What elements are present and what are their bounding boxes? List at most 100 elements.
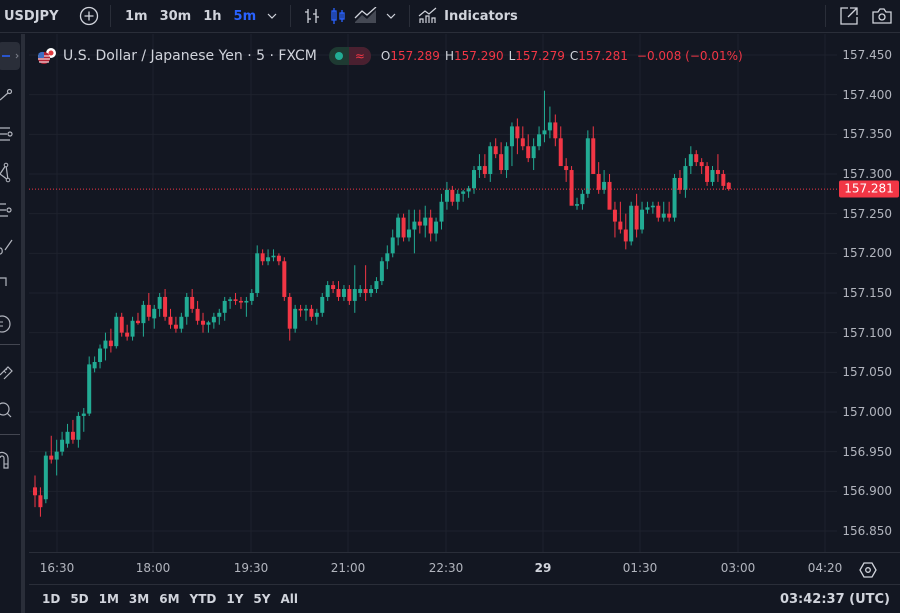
range-1y[interactable]: 1Y — [226, 592, 244, 606]
time-tick-label: 19:30 — [233, 561, 269, 575]
time-tick-label: 22:30 — [428, 561, 464, 575]
price-tick-label: 157.450 — [842, 48, 892, 62]
fib-tool[interactable] — [0, 124, 22, 146]
fib-retracement-icon — [0, 127, 13, 141]
chevron-down-icon — [386, 13, 396, 19]
price-tick-label: 157.350 — [842, 127, 892, 142]
range-5d[interactable]: 5D — [70, 592, 89, 606]
utc-clock[interactable]: 03:42:37 (UTC) — [779, 591, 890, 607]
toolbar-divider — [0, 434, 20, 435]
delayed-data-icon: ≈ — [348, 47, 371, 65]
low-label: L — [508, 49, 516, 63]
price-tick-label: 157.300 — [842, 166, 892, 181]
range-ytd[interactable]: YTD — [189, 592, 217, 606]
ruler-icon — [0, 366, 13, 380]
low-value: 157.279 — [515, 49, 565, 63]
range-1m[interactable]: 1M — [98, 592, 119, 606]
range-1d[interactable]: 1D — [42, 592, 61, 606]
trend-line-tool[interactable] — [0, 84, 22, 106]
open-in-popup-button[interactable] — [834, 3, 864, 29]
timeframe-5m[interactable]: 5m — [233, 8, 257, 24]
toolbar-divider — [825, 5, 826, 27]
prediction-tool[interactable] — [0, 200, 22, 222]
timeframe-30m[interactable]: 30m — [159, 8, 192, 24]
price-tick-label: 157.100 — [842, 325, 892, 340]
prediction-icon — [0, 203, 12, 217]
magnet-tool[interactable] — [0, 450, 22, 472]
price-tick-label: 156.850 — [842, 523, 892, 538]
price-tick-label: 157.000 — [842, 404, 892, 419]
open-external-icon — [840, 7, 858, 25]
drawing-toolbar — [0, 34, 25, 613]
cursor-icon — [2, 53, 19, 59]
trend-line-icon — [0, 88, 13, 101]
indicators-label: Indicators — [444, 8, 518, 24]
range-all[interactable]: All — [280, 592, 298, 606]
area-chart-icon — [354, 7, 377, 23]
pattern-icon — [0, 162, 11, 183]
smile-icon — [0, 315, 11, 333]
close-value: 157.281 — [578, 49, 628, 63]
timeframe-dropdown[interactable] — [262, 3, 282, 29]
gear-icon — [859, 562, 877, 578]
brush-tool[interactable] — [0, 238, 22, 260]
zoom-icon — [0, 402, 12, 418]
range-6m[interactable]: 6M — [159, 592, 180, 606]
emoji-tool[interactable] — [0, 313, 22, 335]
price-axis[interactable]: 157.450 157.400 157.350 157.300 157.250 157.2… — [837, 34, 900, 552]
chart-legend: U.S. Dollar / Japanese Yen · 5 · FXCM ≈ … — [37, 44, 743, 68]
camera-icon — [872, 8, 892, 24]
measure-tool[interactable] — [0, 360, 22, 382]
open-label: O — [380, 49, 391, 63]
text-tool[interactable] — [0, 272, 22, 294]
market-open-indicator — [329, 47, 349, 65]
toolbar-divider — [0, 344, 20, 345]
plus-circle-icon — [79, 6, 99, 26]
ohlc-values: O157.289 H157.290 L157.279 C157.281 −0.0… — [381, 49, 743, 63]
market-status-pill[interactable]: ≈ — [328, 47, 371, 65]
timeframe-1h[interactable]: 1h — [203, 8, 222, 24]
time-tick-label: 04:20 — [807, 561, 843, 575]
close-label: C — [569, 49, 579, 63]
bottom-toolbar: 1D 5D 1M 3M 6M YTD 1Y 5Y All 03:42:37 (U… — [29, 584, 900, 613]
time-tick-label: 29 — [534, 561, 552, 575]
chart-settings-button[interactable] — [859, 561, 877, 579]
top-toolbar: USDJPY 1m 30m 1h 5m Indicators — [0, 0, 900, 33]
price-tick-label: 157.400 — [842, 87, 892, 102]
add-symbol-button[interactable] — [76, 3, 102, 29]
time-tick-label: 03:00 — [720, 561, 756, 575]
candle-style-button[interactable] — [325, 3, 351, 29]
symbol-title[interactable]: U.S. Dollar / Japanese Yen · 5 · FXCM — [63, 48, 317, 64]
high-value: 157.290 — [453, 49, 504, 63]
area-style-button[interactable] — [351, 3, 381, 29]
time-axis[interactable]: 16:30 18:00 19:30 21:00 22:30 29 01:30 03:00 04:… — [29, 552, 900, 584]
last-price-label: 157.281 — [839, 180, 899, 198]
crosshair-tool[interactable] — [0, 42, 20, 70]
bar-style-button[interactable] — [299, 3, 325, 29]
price-tick-label: 156.900 — [842, 484, 892, 499]
price-tick-label: 157.150 — [842, 285, 892, 300]
toolbar-divider — [290, 5, 292, 27]
indicators-button[interactable]: Indicators — [418, 3, 518, 29]
time-tick-label: 01:30 — [622, 561, 658, 575]
zoom-tool[interactable] — [0, 400, 22, 422]
price-tick-label: 157.050 — [842, 365, 892, 380]
chart-pane[interactable] — [29, 34, 837, 552]
time-tick-label: 21:00 — [330, 561, 366, 575]
symbol-search-button[interactable]: USDJPY — [4, 8, 59, 24]
bars-icon — [305, 9, 320, 23]
usd-jpy-flag-icon — [38, 48, 56, 64]
price-tick-label: 157.200 — [842, 246, 892, 261]
high-label: H — [444, 49, 454, 63]
change-value: −0.008 (−0.01%) — [636, 49, 743, 63]
range-3m[interactable]: 3M — [128, 592, 150, 606]
chart-type-dropdown[interactable] — [381, 3, 401, 29]
indicators-icon — [418, 7, 437, 23]
snapshot-button[interactable] — [864, 3, 900, 29]
timeframe-1m[interactable]: 1m — [125, 8, 148, 24]
pattern-tool[interactable] — [0, 162, 22, 184]
range-5y[interactable]: 5Y — [253, 592, 271, 606]
brush-icon — [0, 239, 13, 255]
toolbar-divider — [409, 5, 411, 27]
open-value: 157.289 — [390, 49, 440, 63]
